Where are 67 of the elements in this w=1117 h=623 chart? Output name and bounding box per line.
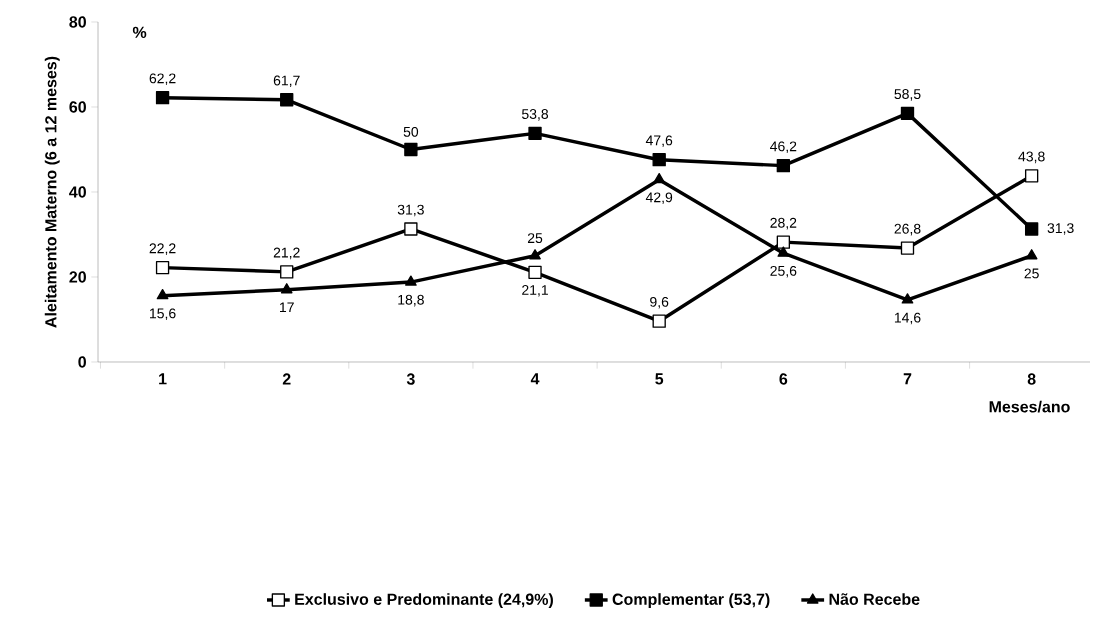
annotation: % [132,26,147,38]
data-label: 21,1 [522,285,548,297]
x-tick-label: 1 [159,373,167,385]
data-label: 18,8 [398,294,424,307]
point [155,260,170,275]
data-label: 15,6 [150,308,176,320]
legend-label: Exclusivo e Predominante (24,9%) [295,593,553,609]
x-tick-label: 4 [530,373,540,385]
y-tick-label: 20 [69,271,86,283]
x-tick-label: 6 [779,373,788,385]
data-label: 25 [527,233,543,244]
point [155,90,170,105]
data-label: 25 [1024,268,1039,279]
x-tick-label: 3 [406,373,415,385]
y-tick-label: 40 [69,186,86,198]
x-tick-label: 2 [282,373,291,385]
data-label: 31,3 [397,204,424,217]
data-label: 42,9 [645,192,673,204]
data-label: 9,6 [650,296,669,309]
point [776,158,791,173]
data-label: 58,5 [894,89,921,101]
y-tick-label: 0 [78,356,86,368]
point [777,246,790,257]
point [528,265,542,279]
data-label: 62,2 [149,73,176,85]
legend-label: Não Recebe [829,593,920,605]
point [156,289,169,300]
point [404,222,418,236]
point [280,93,294,107]
point [653,173,666,184]
data-label: 21,2 [273,247,300,260]
point [776,235,791,249]
point [1025,249,1038,260]
point [528,126,542,141]
data-label: 31,3 [1047,223,1074,235]
point [404,142,418,157]
point [1024,222,1039,236]
data-label: 50 [403,126,419,137]
data-label: 61,7 [273,75,300,88]
x-tick-label: 7 [903,373,912,385]
point [652,314,666,328]
data-label: 53,8 [521,109,549,121]
data-label: 47,6 [645,135,673,147]
x-tick-label: 5 [655,373,664,385]
x-tick-label: 8 [1027,373,1036,385]
point [1024,169,1039,183]
point [900,241,915,255]
data-label: 26,8 [894,223,921,236]
data-label: 25,6 [770,265,797,278]
data-label: 14,6 [894,312,921,325]
data-label: 28,2 [770,217,797,230]
data-label: 43,8 [1018,151,1045,164]
y-tick-label: 60 [69,101,86,113]
y-axis-title: Aleitamento Materno (6 a 12 meses) [44,56,60,328]
x-axis-title: Meses/ano [989,400,1070,413]
data-label: 46,2 [770,141,797,153]
y-tick-label: 80 [69,16,86,28]
point [901,293,914,304]
point [529,249,541,260]
point [280,265,294,279]
point [405,275,417,286]
data-label: 22,2 [149,243,176,255]
point [280,283,293,294]
legend-label: Complementar (53,7) [612,593,770,609]
data-label: 17 [280,302,294,313]
point [900,106,915,121]
point [652,153,666,167]
